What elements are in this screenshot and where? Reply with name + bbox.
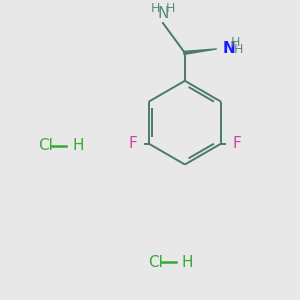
Text: N: N: [157, 6, 169, 21]
Text: H: H: [72, 138, 84, 153]
Text: F: F: [233, 136, 242, 151]
Text: H: H: [182, 255, 194, 270]
Text: Cl: Cl: [148, 255, 163, 270]
Text: F: F: [128, 136, 137, 151]
Text: N: N: [222, 41, 235, 56]
Text: H: H: [166, 2, 176, 15]
Text: H: H: [150, 2, 160, 15]
Text: H: H: [234, 44, 243, 56]
Text: H: H: [231, 37, 240, 50]
Polygon shape: [184, 49, 217, 54]
Text: Cl: Cl: [38, 138, 53, 153]
